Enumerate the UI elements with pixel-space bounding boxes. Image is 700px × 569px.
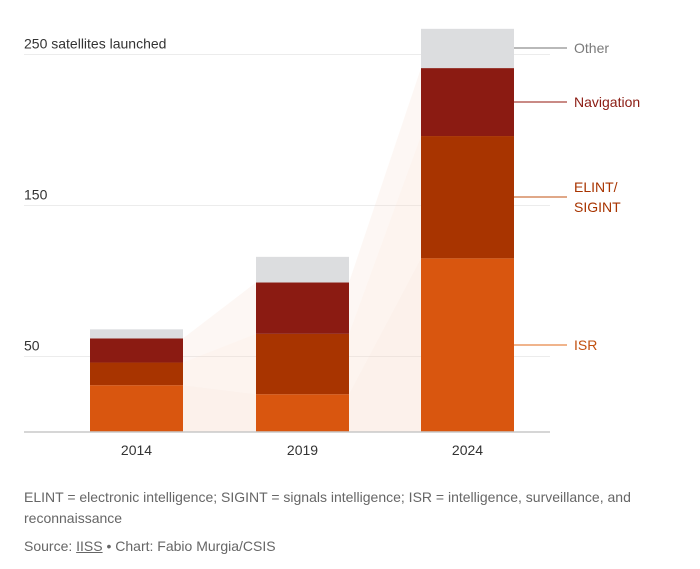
x-axis: 2014 2019 2024 — [24, 431, 550, 458]
bar-segment-2014-elint-sigint — [90, 362, 183, 386]
x-tick-label: 2024 — [452, 442, 483, 458]
legend-label-other: Other — [574, 40, 609, 56]
bar-segment-2014-navigation — [90, 338, 183, 363]
legend-label-elint-sigint: ELINT/ — [574, 179, 618, 195]
bar-connectors — [183, 68, 421, 432]
bar-segment-2024-elint-sigint — [421, 136, 514, 259]
bar-segment-2019-isr — [256, 394, 349, 432]
bars — [90, 28, 514, 432]
chart-credit: • Chart: Fabio Murgia/CSIS — [102, 538, 276, 554]
x-tick-label: 2019 — [287, 442, 318, 458]
connector-band-isr — [183, 385, 256, 432]
legend-label-elint-sigint: SIGINT — [574, 199, 621, 215]
bar-segment-2024-isr — [421, 258, 514, 432]
bar-segment-2024-navigation — [421, 68, 514, 137]
connector-band-isr — [349, 258, 421, 432]
legend-label-isr: ISR — [574, 337, 597, 353]
source-link[interactable]: IISS — [76, 538, 103, 554]
legend-label-navigation: Navigation — [574, 94, 640, 110]
source-prefix: Source: — [24, 538, 77, 554]
bar-segment-2019-elint-sigint — [256, 333, 349, 395]
source-line: Source: IISS • Chart: Fabio Murgia/CSIS — [24, 536, 694, 557]
connector-band-navigation — [183, 282, 256, 363]
footnote: ELINT = electronic intelligence; SIGINT … — [24, 489, 631, 526]
legend: ISR ELINT/SIGINT Navigation Other — [514, 40, 640, 353]
bar-segment-2019-other — [256, 256, 349, 283]
bar-segment-2014-isr — [90, 385, 183, 432]
connector-band-navigation — [349, 68, 421, 334]
bar-segment-2019-navigation — [256, 282, 349, 334]
y-tick-label: 150 — [24, 187, 48, 203]
bar-segment-2024-other — [421, 28, 514, 69]
x-tick-label: 2014 — [121, 442, 152, 458]
y-tick-label: 50 — [24, 338, 40, 354]
stacked-bar-chart: 250 satellites launched 150 50 2014 2019 202… — [24, 28, 640, 458]
y-tick-label: 250 satellites launched — [24, 36, 166, 52]
connector-band-elint-sigint — [349, 136, 421, 395]
bar-segment-2014-other — [90, 329, 183, 339]
connector-band-elint-sigint — [183, 333, 256, 395]
